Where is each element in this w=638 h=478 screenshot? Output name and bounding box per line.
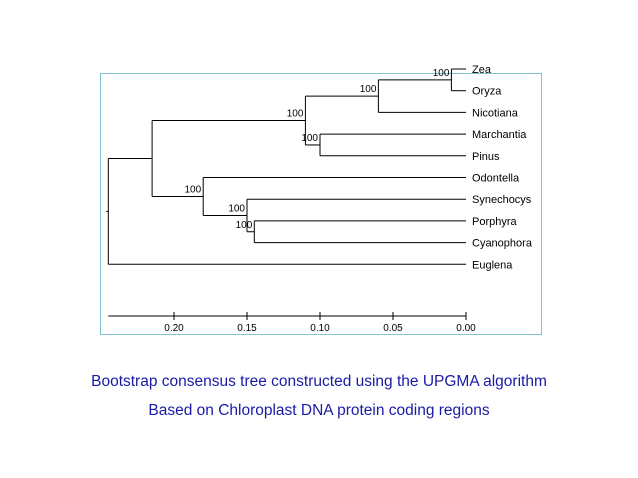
leaf-label: Oryza (472, 86, 502, 98)
caption-algorithm: Bootstrap consensus tree constructed usi… (91, 373, 547, 390)
leaf-label: Odontella (472, 173, 520, 185)
leaf-label: Zea (472, 64, 492, 76)
leaf-label: Nicotiana (472, 107, 519, 119)
bootstrap-value: 100 (360, 84, 377, 95)
scale-tick-label: 0.10 (310, 323, 330, 334)
bootstrap-value: 100 (301, 133, 318, 144)
caption-data-source: Based on Chloroplast DNA protein coding … (148, 402, 490, 419)
leaf-label: Cyanophora (472, 238, 533, 250)
bootstrap-value: 100 (185, 184, 202, 195)
bootstrap-value: 100 (228, 203, 245, 214)
scale-tick-label: 0.15 (237, 323, 257, 334)
bootstrap-value: 100 (236, 220, 253, 231)
scale-tick-label: 0.20 (164, 323, 184, 334)
leaf-label: Porphyra (472, 216, 518, 228)
scale-tick-label: 0.05 (383, 323, 403, 334)
leaf-label: Pinus (472, 151, 500, 163)
leaf-label: Marchantia (472, 129, 527, 141)
bootstrap-value: 100 (433, 68, 450, 79)
leaf-label: Euglena (472, 259, 513, 271)
leaf-label: Synechocys (472, 194, 532, 206)
tree-frame (100, 73, 542, 335)
scale-tick-label: 0.00 (456, 323, 476, 334)
bootstrap-value: 100 (287, 109, 304, 120)
